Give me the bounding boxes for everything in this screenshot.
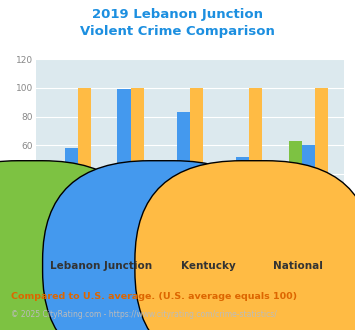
Text: Robbery: Robbery	[291, 269, 327, 278]
Text: Murder & Mans...: Murder & Mans...	[94, 248, 167, 257]
Bar	[118, 89, 131, 231]
Text: © 2025 CityRating.com - https://www.cityrating.com/crime-statistics/: © 2025 CityRating.com - https://www.city…	[11, 310, 277, 318]
Bar	[177, 112, 190, 231]
Bar	[289, 141, 302, 231]
Text: All Violent Crime: All Violent Crime	[36, 269, 107, 278]
Bar	[51, 213, 65, 231]
Text: Rape: Rape	[179, 269, 201, 278]
Text: Violent Crime Comparison: Violent Crime Comparison	[80, 25, 275, 38]
Bar	[236, 157, 249, 231]
Bar	[78, 88, 91, 231]
Bar	[302, 145, 315, 231]
Text: 2019 Lebanon Junction: 2019 Lebanon Junction	[92, 8, 263, 21]
Bar	[190, 88, 203, 231]
Text: Kentucky: Kentucky	[181, 261, 236, 271]
Bar	[131, 88, 143, 231]
Bar	[315, 88, 328, 231]
Bar	[249, 88, 262, 231]
Bar	[65, 148, 78, 231]
Text: Lebanon Junction: Lebanon Junction	[50, 261, 152, 271]
Text: Compared to U.S. average. (U.S. average equals 100): Compared to U.S. average. (U.S. average …	[11, 292, 297, 301]
Text: Aggravated Assault: Aggravated Assault	[207, 248, 291, 257]
Text: National: National	[273, 261, 323, 271]
